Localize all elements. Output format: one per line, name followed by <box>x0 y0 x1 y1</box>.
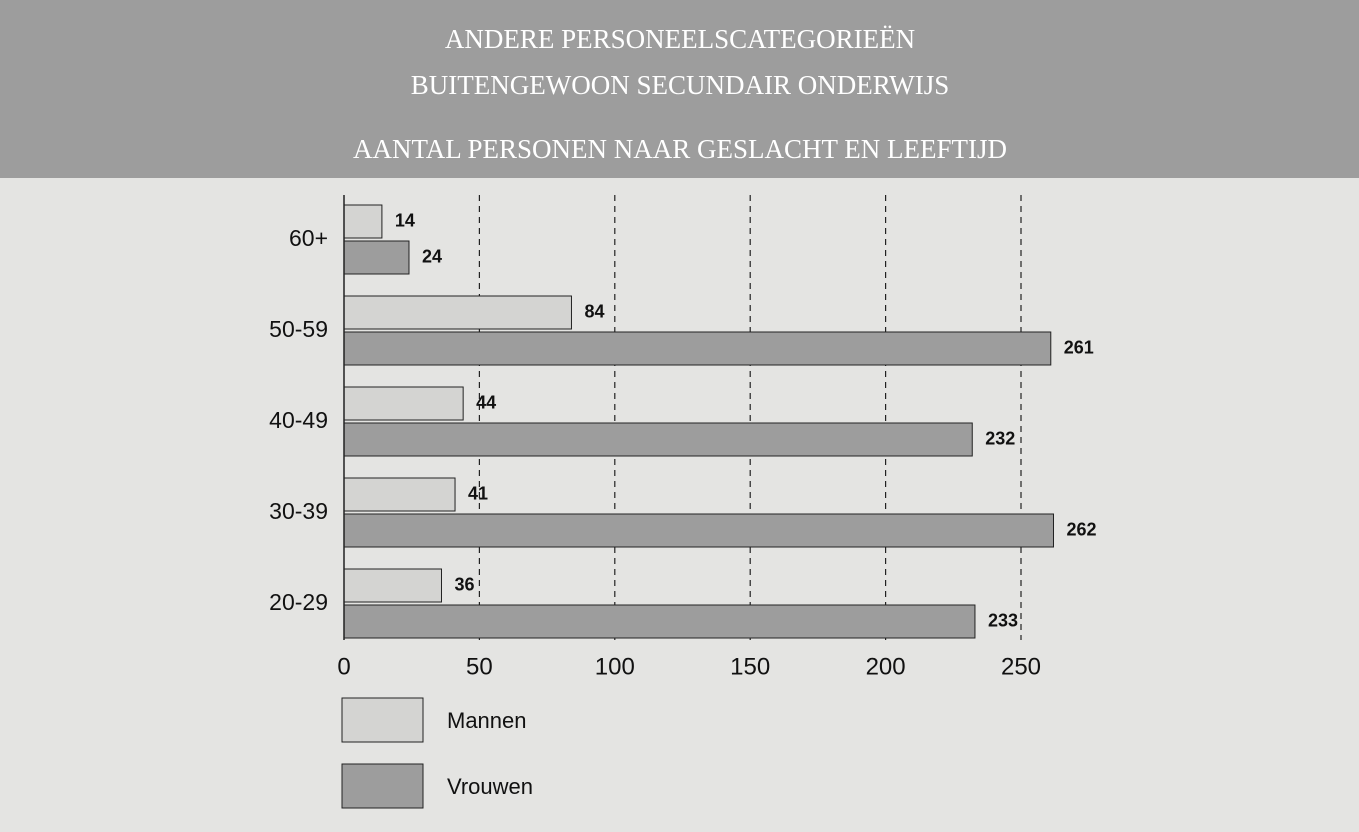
legend-swatch <box>341 697 424 743</box>
bar <box>343 204 383 239</box>
y-tick-label: 40-49 <box>269 407 328 433</box>
chart-subtitle: AANTAL PERSONEN NAAR GESLACHT EN LEEFTIJ… <box>353 134 1007 164</box>
value-label: 14 <box>395 210 415 230</box>
legend-label: Vrouwen <box>447 774 533 799</box>
bar <box>343 513 1054 548</box>
bar <box>343 604 976 639</box>
value-label: 24 <box>422 246 442 266</box>
value-label: 41 <box>468 483 488 503</box>
bar <box>343 295 572 330</box>
y-tick-label: 50-59 <box>269 316 328 342</box>
bar <box>343 568 442 603</box>
bar <box>343 240 410 275</box>
y-tick-label: 30-39 <box>269 498 328 524</box>
y-tick-label: 20-29 <box>269 589 328 615</box>
x-tick-label: 200 <box>866 653 906 680</box>
bar <box>343 386 464 421</box>
x-tick-label: 50 <box>466 653 493 680</box>
bar <box>343 331 1052 366</box>
bar <box>343 477 456 512</box>
chart-title: BUITENGEWOON SECUNDAIR ONDERWIJS <box>411 70 949 100</box>
y-tick-label: 60+ <box>289 225 328 251</box>
chart-title: ANDERE PERSONEELSCATEGORIEËN <box>445 24 915 54</box>
value-label: 36 <box>454 574 474 594</box>
x-tick-label: 0 <box>337 653 350 680</box>
value-label: 44 <box>476 392 496 412</box>
value-label: 262 <box>1066 519 1096 539</box>
value-label: 261 <box>1064 337 1094 357</box>
header-band <box>0 0 1359 178</box>
value-label: 233 <box>988 610 1018 630</box>
legend-swatch <box>341 763 424 809</box>
legend-label: Mannen <box>447 708 527 733</box>
bar <box>343 422 973 457</box>
value-label: 232 <box>985 428 1015 448</box>
x-tick-label: 150 <box>730 653 770 680</box>
x-tick-label: 250 <box>1001 653 1041 680</box>
x-tick-label: 100 <box>595 653 635 680</box>
value-label: 84 <box>584 301 604 321</box>
